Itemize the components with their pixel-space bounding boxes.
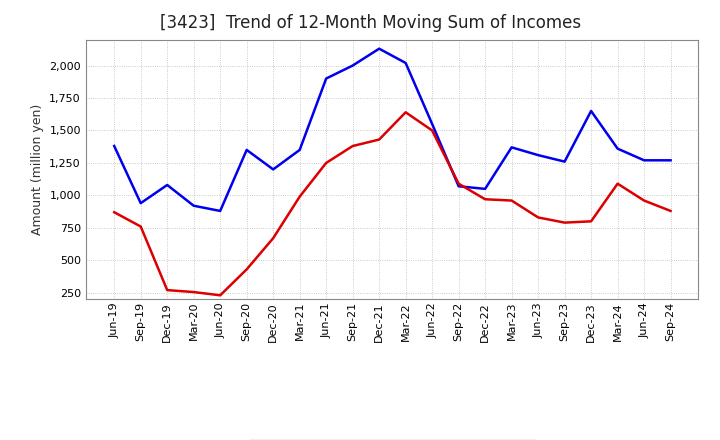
Ordinary Income <box>110 143 119 149</box>
Line: Ordinary Income: Ordinary Income <box>114 49 670 211</box>
Net Income <box>613 181 622 186</box>
Net Income <box>534 215 542 220</box>
Ordinary Income <box>508 145 516 150</box>
Ordinary Income <box>454 183 463 189</box>
Ordinary Income <box>348 63 357 68</box>
Net Income <box>454 181 463 186</box>
Net Income <box>401 110 410 115</box>
Net Income <box>428 128 436 133</box>
Ordinary Income <box>481 186 490 191</box>
Net Income <box>216 293 225 298</box>
Net Income <box>481 197 490 202</box>
Ordinary Income <box>163 182 171 187</box>
Net Income <box>322 160 330 165</box>
Ordinary Income <box>587 108 595 114</box>
Text: [3423]  Trend of 12-Month Moving Sum of Incomes: [3423] Trend of 12-Month Moving Sum of I… <box>160 15 581 33</box>
Ordinary Income <box>269 167 277 172</box>
Net Income <box>348 143 357 149</box>
Ordinary Income <box>534 153 542 158</box>
Net Income <box>110 209 119 215</box>
Ordinary Income <box>189 203 198 209</box>
Ordinary Income <box>295 147 304 153</box>
Net Income <box>269 235 277 241</box>
Net Income <box>640 198 649 203</box>
Net Income <box>163 287 171 293</box>
Ordinary Income <box>560 159 569 164</box>
Line: Net Income: Net Income <box>114 112 670 295</box>
Ordinary Income <box>401 60 410 66</box>
Net Income <box>666 208 675 213</box>
Ordinary Income <box>216 208 225 213</box>
Net Income <box>375 137 384 142</box>
Ordinary Income <box>243 147 251 153</box>
Ordinary Income <box>428 121 436 127</box>
Net Income <box>508 198 516 203</box>
Net Income <box>136 224 145 229</box>
Net Income <box>189 290 198 295</box>
Ordinary Income <box>375 46 384 51</box>
Ordinary Income <box>322 76 330 81</box>
Ordinary Income <box>640 158 649 163</box>
Net Income <box>295 194 304 199</box>
Ordinary Income <box>666 158 675 163</box>
Ordinary Income <box>613 146 622 151</box>
Net Income <box>587 219 595 224</box>
Y-axis label: Amount (million yen): Amount (million yen) <box>31 104 44 235</box>
Net Income <box>560 220 569 225</box>
Net Income <box>243 267 251 272</box>
Ordinary Income <box>136 201 145 206</box>
